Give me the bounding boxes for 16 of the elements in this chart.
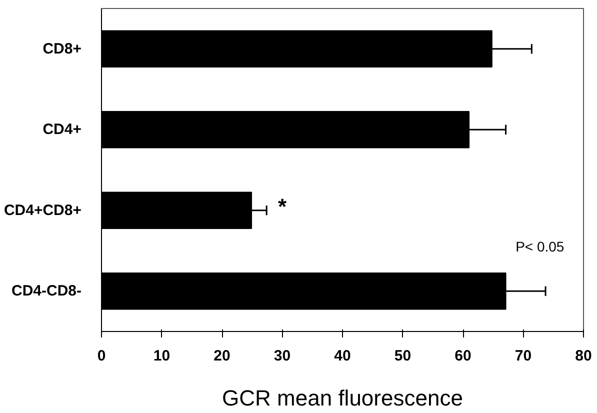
x-tick-label: 0 bbox=[97, 348, 106, 364]
x-tick-label: 60 bbox=[454, 348, 472, 364]
y-tick-label: CD4+ bbox=[42, 121, 82, 138]
annotation: * bbox=[278, 194, 287, 219]
x-tick-label: 80 bbox=[575, 348, 592, 364]
x-tick-label: 40 bbox=[334, 348, 351, 364]
x-tick-label: 20 bbox=[214, 348, 230, 364]
x-tick-label: 50 bbox=[394, 348, 412, 364]
y-tick-label: CD4-CD8- bbox=[11, 282, 82, 300]
x-tick-label: 70 bbox=[514, 348, 532, 364]
y-tick-label: CD8+ bbox=[42, 40, 82, 58]
x-axis-title: GCR mean fluorescence bbox=[222, 386, 463, 410]
y-tick-label: CD4+CD8+ bbox=[4, 202, 82, 219]
x-tick-label: 30 bbox=[274, 348, 291, 364]
annotation: P< 0.05 bbox=[516, 238, 564, 255]
x-tick-label: 10 bbox=[153, 348, 170, 364]
